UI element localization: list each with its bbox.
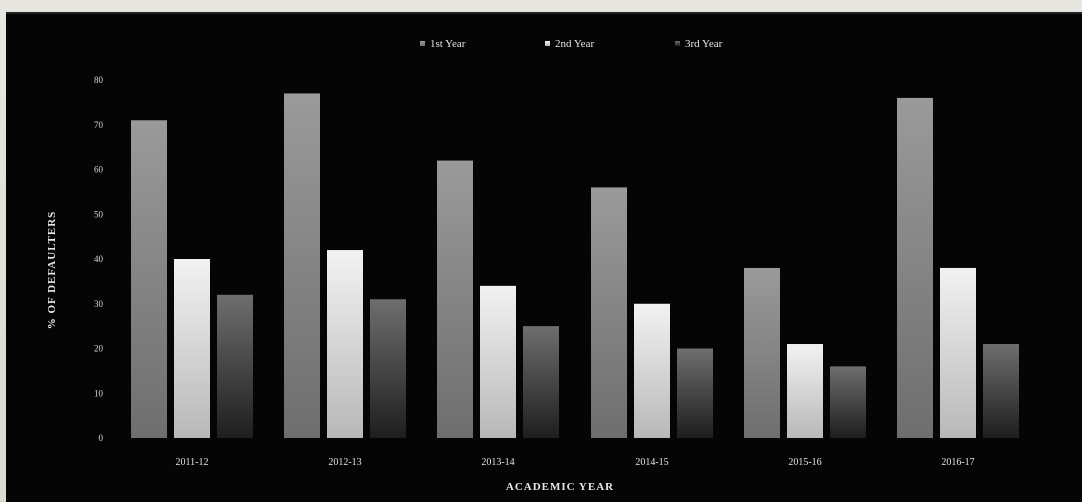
- bar-3rd-year-2015-16: [830, 366, 866, 438]
- bar-2nd-year-2016-17: [940, 267, 976, 438]
- bar-1st-year-2014-15: [591, 187, 627, 438]
- bar-3rd-year-2014-15: [677, 348, 713, 438]
- bar-2nd-year-2013-14: [480, 285, 516, 438]
- legend-item-1st-year: 1st Year: [420, 38, 466, 50]
- x-category-label: 2014-15: [635, 457, 668, 468]
- y-tick-label: 40: [94, 254, 104, 264]
- y-axis-ticks: 0 10 20 30 40 50 60 70 80: [94, 75, 104, 443]
- y-tick-label: 50: [94, 209, 104, 219]
- bar-1st-year-2011-12: [131, 120, 167, 439]
- bar-1st-year-2016-17: [897, 97, 933, 439]
- legend-item-2nd-year: 2nd Year: [545, 38, 594, 50]
- bar-3rd-year-2012-13: [370, 299, 406, 438]
- bars: [131, 93, 1019, 439]
- x-category-label: 2012-13: [328, 457, 361, 468]
- legend: 1st Year 2nd Year 3rd Year: [420, 38, 723, 50]
- bar-1st-year-2013-14: [437, 160, 473, 439]
- x-axis-categories: 2011-12 2012-13 2013-14 2014-15 2015-16 2016-…: [176, 457, 975, 468]
- legend-label: 2nd Year: [555, 38, 594, 50]
- bar-3rd-year-2013-14: [523, 326, 559, 438]
- x-category-label: 2015-16: [788, 457, 821, 468]
- y-tick-label: 60: [94, 165, 104, 175]
- y-tick-label: 30: [94, 299, 104, 309]
- x-category-label: 2011-12: [176, 457, 209, 468]
- bar-2nd-year-2015-16: [787, 344, 823, 438]
- y-tick-label: 20: [94, 344, 104, 354]
- bar-1st-year-2015-16: [744, 267, 780, 438]
- bar-3rd-year-2016-17: [983, 344, 1019, 438]
- legend-swatch: [675, 41, 680, 46]
- y-tick-label: 0: [99, 433, 104, 443]
- x-category-label: 2013-14: [481, 457, 514, 468]
- y-tick-label: 80: [94, 75, 104, 85]
- legend-item-3rd-year: 3rd Year: [675, 38, 723, 50]
- y-tick-label: 70: [94, 120, 104, 130]
- legend-label: 1st Year: [430, 38, 466, 50]
- legend-label: 3rd Year: [685, 38, 723, 50]
- x-axis-title: ACADEMIC YEAR: [506, 481, 614, 493]
- x-category-label: 2016-17: [941, 457, 974, 468]
- legend-swatch: [420, 41, 425, 46]
- y-axis-title: % OF DEFAULTERS: [46, 211, 58, 330]
- bar-2nd-year-2014-15: [634, 303, 670, 438]
- legend-swatch: [545, 41, 550, 46]
- bar-2nd-year-2012-13: [327, 250, 363, 438]
- y-tick-label: 10: [94, 388, 104, 398]
- bar-2nd-year-2011-12: [174, 259, 210, 438]
- bar-1st-year-2012-13: [284, 93, 320, 439]
- bar-3rd-year-2011-12: [217, 294, 253, 438]
